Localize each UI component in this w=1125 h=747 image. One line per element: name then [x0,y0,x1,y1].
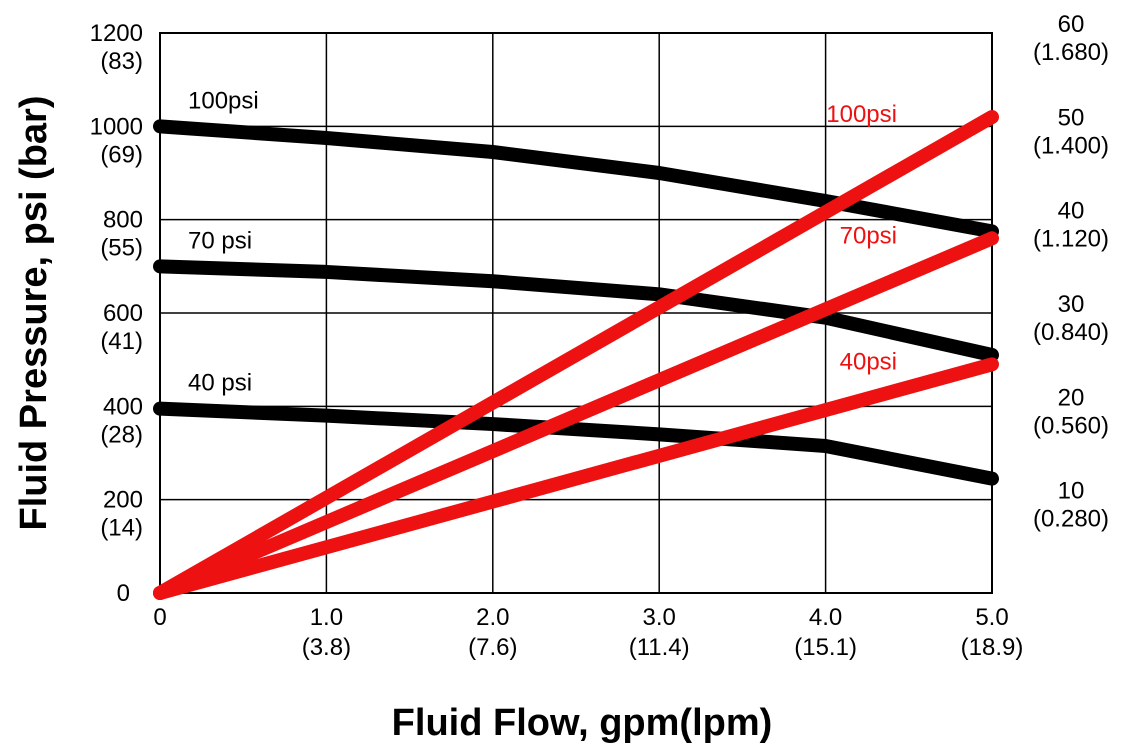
x-tick-sublabel: (11.4) [629,634,690,661]
series-lines [153,110,999,600]
y-tick-sublabel: (55) [100,235,143,262]
series-label: 70 psi [188,227,252,254]
y-tick-label: 800 [103,207,143,234]
series-label: 100psi [826,101,897,128]
y2-tick-sublabel: (0.840) [1033,319,1109,346]
y2-tick-label: 60 [1058,11,1085,38]
y2-tick-sublabel: (1.680) [1033,39,1109,66]
y-tick-sublabel: (69) [100,141,143,168]
series-label: 40psi [840,348,897,375]
x-axis-title: Fluid Flow, gpm(lpm) [392,702,773,744]
y-tick-label: 200 [103,487,143,514]
y-tick-sublabel: (83) [100,48,143,75]
y-tick-sublabel: (28) [100,421,143,448]
series-label: 100psi [188,87,259,114]
x-tick-label: 1.0 [310,604,343,631]
x-tick-sublabel: (7.6) [468,634,517,661]
series-label: 40 psi [188,370,252,397]
x-tick-label: 4.0 [809,604,842,631]
y2-tick-sublabel: (0.280) [1033,506,1109,533]
y2-tick-sublabel: (1.120) [1033,226,1109,253]
y-tick-label: 600 [103,300,143,327]
y-tick-sublabel: (14) [100,515,143,542]
x-tick-label: 2.0 [476,604,509,631]
y-tick-label: 0 [117,580,130,607]
series-line [153,231,999,600]
series-line [153,110,999,600]
x-tick-label: 5.0 [975,604,1008,631]
y2-tick-sublabel: (1.400) [1033,132,1109,159]
y2-tick-label: 20 [1058,384,1085,411]
y2-tick-label: 30 [1058,291,1085,318]
y-axis-title: Fluid Pressure, psi (bar) [13,96,55,531]
y-tick-sublabel: (41) [100,328,143,355]
series-annotations: 100psi 70 psi 40 psi 100psi 70psi 40psi [188,87,897,396]
y-tick-label: 1000 [90,113,143,140]
x-tick-sublabel: (18.9) [961,634,1024,661]
y2-tick-sublabel: (0.560) [1033,412,1109,439]
y2-tick-label: 40 [1058,198,1085,225]
series-line [153,401,999,486]
series-line [153,259,999,362]
x-tick-sublabel: (15.1) [794,634,857,661]
x-tick-label: 0 [153,604,166,631]
x-tick-sublabel: (3.8) [302,634,351,661]
y2-tick-label: 10 [1058,478,1085,505]
series-line [153,119,999,239]
series-line [153,357,999,600]
series-label: 70psi [840,222,897,249]
y-tick-label: 1200 [90,20,143,47]
x-tick-label: 3.0 [643,604,676,631]
y-tick-label: 400 [103,393,143,420]
y2-tick-label: 50 [1058,104,1085,131]
tick-labels: 0200(14)400(28)600(41)800(55)1000(69)120… [90,11,1109,661]
